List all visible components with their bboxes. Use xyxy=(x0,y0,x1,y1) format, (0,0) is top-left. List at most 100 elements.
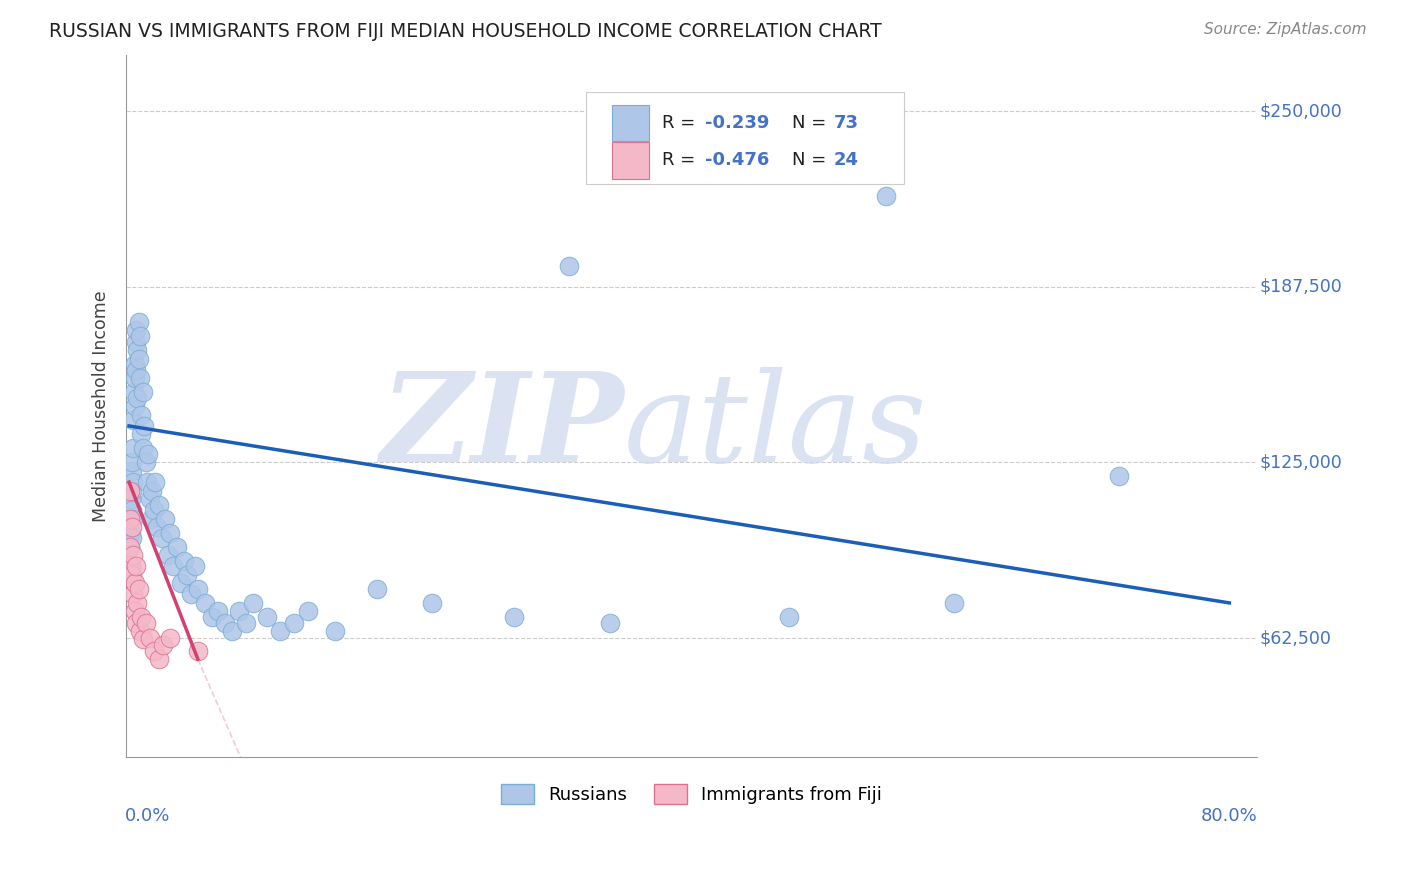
Legend: Russians, Immigrants from Fiji: Russians, Immigrants from Fiji xyxy=(494,776,889,812)
Point xyxy=(124,604,146,618)
Text: 73: 73 xyxy=(834,114,859,132)
Point xyxy=(118,511,141,525)
Text: 24: 24 xyxy=(834,152,859,169)
Point xyxy=(366,582,388,596)
Point xyxy=(148,652,170,666)
Point xyxy=(122,475,145,489)
Point xyxy=(120,491,142,506)
Point xyxy=(138,631,160,645)
Point xyxy=(121,455,143,469)
Point xyxy=(124,357,146,371)
Text: atlas: atlas xyxy=(624,367,927,488)
Point xyxy=(121,520,143,534)
Text: $187,500: $187,500 xyxy=(1260,278,1341,296)
Point xyxy=(125,559,148,574)
Point xyxy=(173,554,195,568)
Point xyxy=(207,604,229,618)
Text: N =: N = xyxy=(792,152,832,169)
Point xyxy=(170,576,193,591)
Point xyxy=(128,315,150,329)
Point xyxy=(132,442,155,456)
Point xyxy=(180,587,202,601)
Point xyxy=(153,511,176,525)
Point xyxy=(256,610,278,624)
Point xyxy=(131,427,153,442)
Point xyxy=(269,624,291,638)
Point xyxy=(159,631,181,645)
Point xyxy=(242,596,264,610)
Point xyxy=(194,596,217,610)
Point xyxy=(875,188,897,202)
Point xyxy=(159,525,181,540)
Point xyxy=(122,548,145,562)
Point xyxy=(127,343,149,357)
Point xyxy=(139,511,162,525)
Point xyxy=(121,567,143,582)
Point xyxy=(128,351,150,366)
Point xyxy=(120,540,142,554)
Text: N =: N = xyxy=(792,114,832,132)
Point xyxy=(150,531,173,545)
Point xyxy=(122,511,145,525)
Point xyxy=(121,531,143,545)
Point xyxy=(184,559,207,574)
Point xyxy=(132,385,155,400)
Point xyxy=(503,610,526,624)
Point xyxy=(124,576,146,591)
Text: -0.239: -0.239 xyxy=(706,114,769,132)
Y-axis label: Median Household Income: Median Household Income xyxy=(93,291,110,522)
Point xyxy=(121,464,143,478)
Point xyxy=(127,596,149,610)
Point xyxy=(176,567,198,582)
Point xyxy=(200,610,222,624)
Point xyxy=(129,624,152,638)
Point xyxy=(120,511,142,525)
Text: 0.0%: 0.0% xyxy=(125,806,170,824)
Point xyxy=(221,624,243,638)
Point xyxy=(228,604,250,618)
Point xyxy=(145,520,167,534)
Text: 80.0%: 80.0% xyxy=(1201,806,1258,824)
Point xyxy=(121,483,143,498)
Point xyxy=(420,596,443,610)
Point xyxy=(122,587,145,601)
Point xyxy=(125,323,148,337)
Point xyxy=(235,615,257,630)
Point xyxy=(325,624,347,638)
Point xyxy=(162,559,184,574)
Point xyxy=(122,442,145,456)
Point xyxy=(120,559,142,574)
Point xyxy=(136,475,159,489)
Point xyxy=(142,503,165,517)
Point xyxy=(214,615,236,630)
Point xyxy=(156,548,179,562)
Point xyxy=(297,604,319,618)
Point xyxy=(135,615,157,630)
Point xyxy=(142,643,165,657)
Point xyxy=(129,371,152,385)
Point xyxy=(129,329,152,343)
Point xyxy=(121,503,143,517)
Point xyxy=(187,582,209,596)
Text: $62,500: $62,500 xyxy=(1260,629,1331,647)
FancyBboxPatch shape xyxy=(613,142,648,178)
Point xyxy=(141,483,163,498)
FancyBboxPatch shape xyxy=(586,92,904,184)
Text: RUSSIAN VS IMMIGRANTS FROM FIJI MEDIAN HOUSEHOLD INCOME CORRELATION CHART: RUSSIAN VS IMMIGRANTS FROM FIJI MEDIAN H… xyxy=(49,22,882,41)
Point xyxy=(125,363,148,377)
Point xyxy=(152,638,174,652)
Point xyxy=(599,615,621,630)
Point xyxy=(696,161,718,175)
Text: ZIP: ZIP xyxy=(380,367,624,488)
Point xyxy=(132,632,155,647)
Point xyxy=(187,643,209,657)
Point xyxy=(558,259,581,273)
Point xyxy=(148,498,170,512)
Point xyxy=(1108,469,1130,483)
Point xyxy=(120,525,142,540)
Point xyxy=(128,582,150,596)
Point xyxy=(131,610,153,624)
Point xyxy=(122,385,145,400)
Point xyxy=(943,596,966,610)
Point xyxy=(136,447,159,461)
